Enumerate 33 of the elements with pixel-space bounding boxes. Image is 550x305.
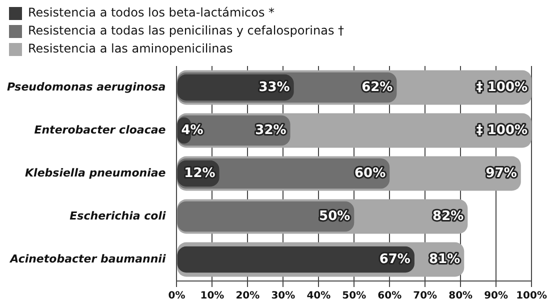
data-label: 60%	[354, 166, 386, 181]
data-label: 82%	[432, 208, 464, 224]
data-label: 4%	[181, 122, 204, 138]
data-label: 33%	[258, 80, 290, 95]
x-tick-label: 100%	[516, 290, 548, 302]
y-tick-label: Escherichia coli	[70, 209, 166, 222]
data-label: 32%	[255, 122, 286, 138]
data-label: ‡ 100%	[476, 80, 528, 95]
y-tick-label: Acinetobacter baumannii	[9, 252, 166, 266]
data-label: 50%	[319, 208, 350, 224]
legend-label: Resistencia a todas las penicilinas y cefalosporinas †	[28, 24, 344, 38]
x-tick-label: 80%	[448, 290, 473, 302]
x-tick-label: 60%	[378, 290, 402, 302]
x-tick-label: 10%	[200, 290, 224, 302]
x-tick-label: 40%	[306, 290, 331, 302]
legend-label: Resistencia a las aminopenicilinas	[28, 42, 233, 56]
data-label: 62%	[362, 80, 393, 95]
y-tick-label: Pseudomonas aeruginosa	[7, 80, 166, 94]
x-tick-label: 90%	[484, 290, 508, 302]
x-tick-label: 70%	[413, 290, 438, 302]
data-label: 97%	[486, 166, 517, 181]
data-label: 81%	[429, 252, 460, 267]
x-tick-label: 0%	[168, 290, 186, 302]
y-tick-label: Klebsiella pneumoniae	[25, 166, 166, 180]
y-tick-label: Enterobacter cloacae	[34, 123, 166, 136]
x-tick-label: 20%	[236, 290, 260, 302]
data-label: 67%	[379, 252, 410, 267]
x-tick-label: 50%	[342, 290, 366, 302]
x-tick-label: 30%	[271, 290, 296, 302]
data-label: 12%	[184, 166, 216, 181]
data-label: ‡ 100%	[476, 122, 528, 138]
legend-label: Resistencia a todos los beta-lactámicos *	[28, 6, 275, 20]
bar	[177, 201, 354, 232]
